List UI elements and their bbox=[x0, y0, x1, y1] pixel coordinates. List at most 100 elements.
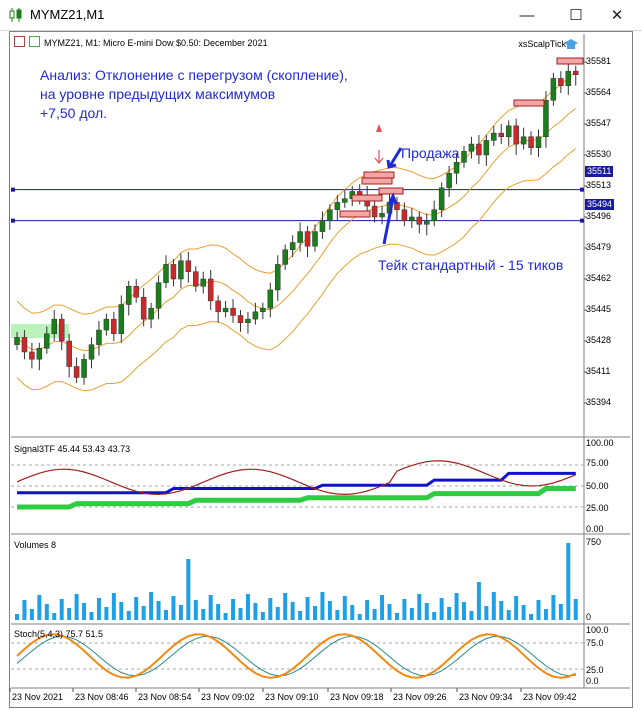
volume-bar bbox=[119, 602, 124, 620]
stoch-signal-line bbox=[16, 633, 577, 679]
time-tick-label: 23 Nov 09:18 bbox=[330, 692, 384, 702]
candle-body bbox=[118, 304, 125, 334]
candle-body bbox=[438, 187, 445, 210]
candle-body bbox=[267, 289, 274, 309]
stoch-scale-25: 25.0 bbox=[586, 665, 604, 675]
volume-bar bbox=[320, 592, 325, 620]
volume-bar bbox=[566, 543, 571, 620]
candle-body bbox=[133, 286, 139, 298]
candle-body bbox=[200, 278, 206, 287]
candle-body bbox=[543, 100, 549, 138]
candle-body bbox=[155, 282, 162, 309]
candle-body bbox=[148, 307, 154, 320]
expert-label[interactable]: xsScalpTick bbox=[518, 39, 566, 49]
candle-body bbox=[498, 132, 504, 138]
candle-body bbox=[409, 216, 415, 221]
volume-bar bbox=[409, 608, 414, 620]
volume-bar bbox=[551, 595, 556, 620]
candle-body bbox=[126, 286, 132, 305]
volume-bar bbox=[275, 607, 280, 620]
candle-body bbox=[96, 329, 102, 345]
take-profit-annotation: Тейк стандартный - 15 тиков bbox=[378, 257, 564, 273]
volume-bar bbox=[126, 611, 131, 620]
volume-bar bbox=[536, 600, 541, 620]
close-icon: ✕ bbox=[610, 7, 624, 24]
liquidity-box bbox=[351, 194, 383, 202]
down-arrow-icon bbox=[376, 124, 382, 132]
volume-bar bbox=[15, 614, 19, 620]
candle-body bbox=[483, 140, 490, 156]
close-button[interactable]: ✕ bbox=[600, 0, 634, 30]
candle-body bbox=[44, 333, 50, 349]
volume-bar bbox=[82, 603, 87, 620]
chart-type-icon bbox=[14, 36, 25, 47]
signal-fast-line bbox=[16, 460, 577, 496]
price-tick-label: 35462 bbox=[586, 273, 612, 283]
volume-bar bbox=[253, 603, 258, 620]
signal-slow-line bbox=[17, 486, 576, 510]
minimize-button[interactable]: — bbox=[510, 0, 544, 30]
volume-bar bbox=[327, 601, 332, 620]
candle-body bbox=[73, 366, 80, 378]
volume-bar bbox=[245, 594, 250, 620]
candle-body bbox=[550, 78, 557, 101]
candle-body bbox=[185, 260, 192, 272]
level-handle bbox=[580, 218, 584, 223]
analysis-annotation: Анализ: Отклонение с перегрузом (скоплен… bbox=[40, 66, 348, 123]
volume-bar bbox=[22, 600, 27, 620]
volume-bar bbox=[514, 596, 519, 620]
stoch-main-line bbox=[16, 635, 576, 677]
volume-bar bbox=[402, 599, 407, 620]
candle-body bbox=[245, 318, 251, 324]
candle-body bbox=[140, 296, 147, 320]
candle-body bbox=[304, 231, 311, 247]
volume-bar bbox=[357, 614, 362, 620]
volume-bar bbox=[394, 613, 399, 620]
level-tag-1: 35511 bbox=[585, 166, 614, 177]
candle-body bbox=[252, 311, 259, 320]
level-handle bbox=[580, 187, 584, 192]
candle-body bbox=[558, 78, 564, 86]
candle-body bbox=[36, 348, 43, 360]
liquidity-box bbox=[339, 210, 371, 218]
candle-body bbox=[319, 220, 326, 232]
candle-body bbox=[163, 264, 169, 283]
candle-body bbox=[14, 337, 20, 345]
time-tick-label: 23 Nov 09:34 bbox=[459, 692, 513, 702]
time-tick-label: 23 Nov 08:54 bbox=[138, 692, 192, 702]
chart-header-text: MYMZ21, M1: Micro E-mini Dow $0.50: Dece… bbox=[44, 38, 268, 48]
volume-bar bbox=[171, 596, 176, 620]
price-tick-label: 35564 bbox=[586, 87, 612, 97]
volume-bar bbox=[164, 610, 168, 620]
volume-bar bbox=[29, 609, 34, 620]
candles-icon bbox=[9, 8, 22, 22]
candle-body bbox=[446, 172, 452, 189]
price-tick-label: 35496 bbox=[586, 211, 612, 221]
volume-bar bbox=[335, 610, 340, 620]
band-lower bbox=[16, 148, 577, 392]
volume-bar bbox=[447, 607, 452, 620]
candle-body bbox=[431, 209, 437, 221]
candle-body bbox=[81, 358, 87, 378]
volume-bar bbox=[201, 609, 206, 620]
candle-body bbox=[88, 344, 95, 360]
candle-body bbox=[513, 125, 519, 145]
volume-bar bbox=[298, 611, 303, 620]
stoch-scale-0: 0.0 bbox=[586, 676, 599, 686]
volume-bar bbox=[342, 596, 347, 620]
volume-bar bbox=[44, 604, 49, 620]
price-tick-label: 35581 bbox=[586, 56, 612, 66]
expert-hat-icon bbox=[564, 39, 578, 49]
candle-body bbox=[334, 202, 341, 210]
volumes-scale-min: 0 bbox=[586, 612, 592, 622]
liquidity-box bbox=[378, 187, 404, 195]
annotation-line-2: на уровне предыдущих максимумов bbox=[40, 86, 276, 102]
candle-body bbox=[111, 318, 117, 334]
volume-bar bbox=[521, 605, 526, 620]
volume-bar bbox=[462, 602, 466, 620]
maximize-button[interactable]: ☐ bbox=[559, 0, 593, 30]
volume-bar bbox=[52, 613, 57, 620]
candle-body bbox=[327, 209, 333, 221]
sell-arrow-icon bbox=[374, 150, 384, 164]
